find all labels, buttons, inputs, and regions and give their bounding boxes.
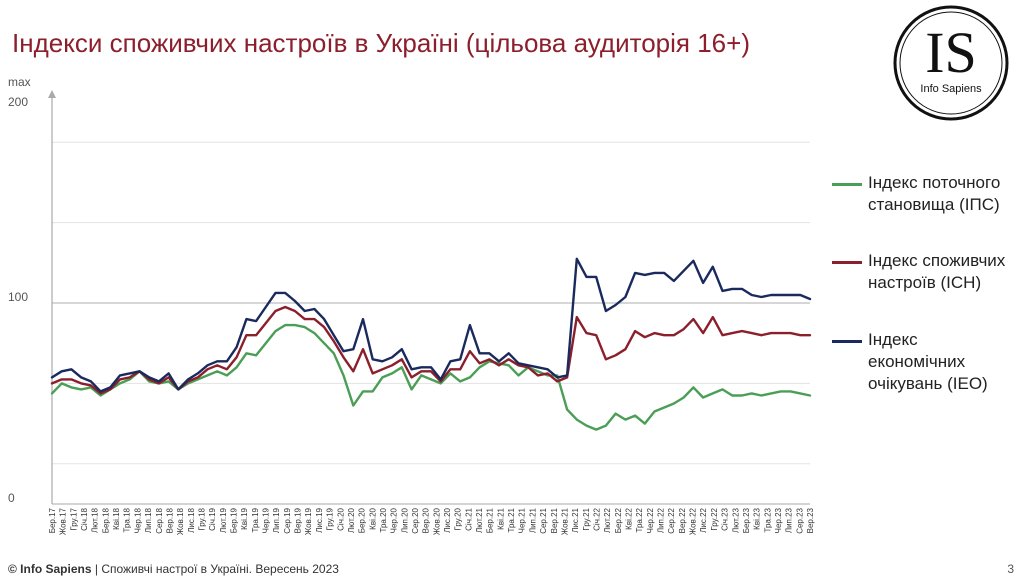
legend-swatch-isn [832, 261, 862, 264]
x-tick-label: Вер.20 [422, 507, 431, 533]
x-tick-label: Лис.18 [187, 507, 196, 532]
x-tick-label: Кві.21 [496, 507, 505, 529]
x-tick-label: Лют.22 [603, 507, 612, 533]
x-tick-label: Лют.19 [219, 507, 228, 533]
x-tick-label: Жов.22 [689, 507, 698, 535]
x-tick-label: Вер.18 [165, 507, 174, 533]
x-tick-label: Січ.20 [336, 507, 345, 530]
x-tick-label: Чер.18 [133, 507, 142, 533]
x-tick-label: Гру.22 [710, 507, 719, 530]
x-tick-label: Сер.20 [411, 507, 420, 533]
x-tick-label: Січ.18 [80, 507, 89, 530]
legend-swatch-ieo [832, 340, 862, 343]
x-tick-label: Січ.23 [721, 507, 730, 530]
info-sapiens-logo: IS Info Sapiens [893, 5, 1009, 121]
x-tick-label: Лип.19 [272, 507, 281, 533]
y-axis-arrow [48, 90, 56, 98]
x-tick-label: Лип.22 [657, 507, 666, 533]
x-tick-label: Чер.21 [518, 507, 527, 533]
x-tick-label: Тра.20 [379, 507, 388, 532]
x-tick-label: Кві.20 [368, 507, 377, 529]
x-tick-label: Січ.21 [464, 507, 473, 530]
x-tick-label: Гру.21 [582, 507, 591, 530]
footer: © Info Sapiens | Споживчі настрої в Укра… [8, 562, 339, 576]
footer-brand: © Info Sapiens [8, 562, 92, 576]
x-tick-label: Бер.20 [358, 507, 367, 533]
x-tick-label: Лют.20 [347, 507, 356, 533]
x-tick-label: Тра.23 [763, 507, 772, 532]
y-tick-label: 200 [8, 95, 28, 109]
x-tick-label: Жов.17 [59, 507, 68, 535]
x-tick-label: Лип.18 [144, 507, 153, 533]
x-tick-label: Січ.22 [592, 507, 601, 530]
x-tick-label: Гру.18 [197, 507, 206, 530]
x-tick-label: Вер.19 [294, 507, 303, 533]
legend-swatch-ips [832, 183, 862, 186]
logo-letters: IS [925, 20, 977, 85]
legend-label-ieo: Індекс економічних очікувань (ІЕО) [868, 330, 988, 393]
x-tick-label: Лют.23 [731, 507, 740, 533]
x-tick-label: Лют.18 [91, 507, 100, 533]
series-line-ieo [50, 257, 812, 393]
y-tick-label: 0 [8, 491, 15, 505]
x-tick-label: Сер.21 [539, 507, 548, 533]
x-tick-label: Сер.23 [795, 507, 804, 533]
x-tick-label: Тра.19 [251, 507, 260, 532]
x-tick-label: Вер.23 [806, 507, 815, 533]
x-tick-label: Сер.22 [667, 507, 676, 533]
x-tick-label: Чер.23 [774, 507, 783, 533]
x-tick-label: Тра.21 [507, 507, 516, 532]
x-tick-label: Жов.18 [176, 507, 185, 535]
x-tick-label: Лип.20 [400, 507, 409, 533]
x-tick-label: Чер.19 [262, 507, 271, 533]
x-tick-label: Вер.21 [550, 507, 559, 533]
legend-item-ips: Індекс поточного становища (ІПС) [832, 172, 1018, 216]
x-tick-label: Жов.19 [304, 507, 313, 535]
x-tick-label: Бер.17 [48, 507, 57, 533]
x-tick-label: Кві.22 [625, 507, 634, 529]
x-tick-label: Лип.21 [528, 507, 537, 533]
x-tick-label: Чер.20 [390, 507, 399, 533]
legend-item-ieo: Індекс економічних очікувань (ІЕО) [832, 329, 1018, 395]
y-tick-label: 100 [8, 290, 28, 304]
x-tick-label: Січ.19 [208, 507, 217, 530]
x-tick-label: Чер.22 [646, 507, 655, 533]
legend-item-isn: Індекс споживчих настроїв (ІСН) [832, 250, 1018, 294]
x-tick-label: Бер.21 [486, 507, 495, 533]
x-tick-label: Сер.19 [283, 507, 292, 533]
x-tick-label: Гру.20 [454, 507, 463, 530]
x-tick-label: Лип.23 [785, 507, 794, 533]
x-tick-label: Лис.19 [315, 507, 324, 532]
y-axis-max-label: max [8, 75, 31, 89]
legend-label-ips: Індекс поточного становища (ІПС) [868, 173, 1001, 214]
x-tick-label: Жов.21 [560, 507, 569, 535]
page-title: Індекси споживчих настроїв в Україні (ці… [12, 28, 750, 58]
x-tick-label: Бер.19 [229, 507, 238, 533]
x-tick-label: Лис.21 [571, 507, 580, 532]
x-tick-label: Лис.22 [699, 507, 708, 532]
x-tick-label: Кві.19 [240, 507, 249, 529]
x-tick-label: Кві.23 [753, 507, 762, 529]
x-tick-label: Бер.22 [614, 507, 623, 533]
series-line-ips [50, 323, 812, 431]
x-tick-label: Сер.18 [155, 507, 164, 533]
footer-text: | Споживчі настрої в Україні. Вересень 2… [91, 562, 339, 576]
x-tick-label: Кві.18 [112, 507, 121, 529]
x-tick-label: Тра.18 [123, 507, 132, 532]
x-tick-label: Жов.20 [432, 507, 441, 535]
x-tick-label: Гру.17 [69, 507, 78, 530]
x-tick-label: Лют.21 [475, 507, 484, 533]
x-tick-label: Бер.18 [101, 507, 110, 533]
logo-caption: Info Sapiens [920, 83, 982, 95]
x-tick-label: Бер.23 [742, 507, 751, 533]
page-number: 3 [1007, 562, 1014, 576]
x-tick-label: Гру.19 [326, 507, 335, 530]
x-tick-label: Тра.22 [635, 507, 644, 532]
x-tick-label: Лис.20 [443, 507, 452, 532]
legend-label-isn: Індекс споживчих настроїв (ІСН) [868, 251, 1006, 292]
x-tick-label: Вер.22 [678, 507, 687, 533]
